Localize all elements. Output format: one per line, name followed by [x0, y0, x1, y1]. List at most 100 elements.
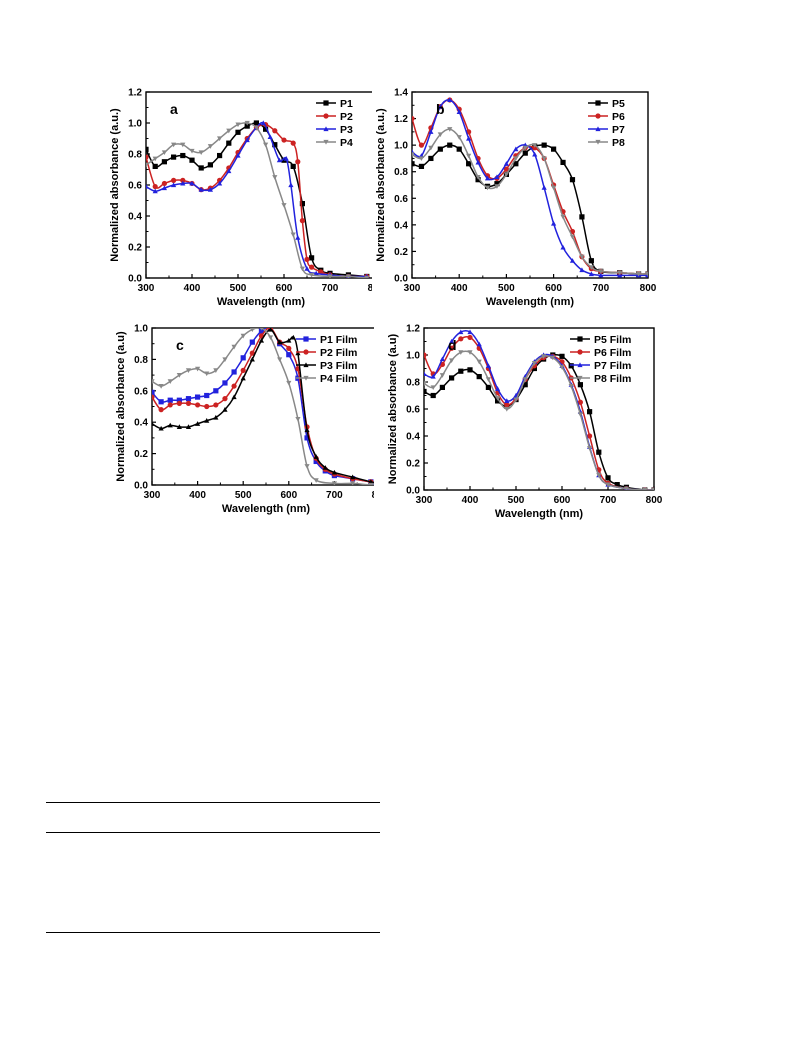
data-point — [418, 163, 425, 169]
data-point — [304, 427, 310, 433]
data-point — [158, 407, 164, 413]
data-point — [213, 368, 219, 373]
y-tick-label: 0.6 — [128, 181, 142, 192]
data-point — [467, 334, 473, 341]
y-tick-label: 0.2 — [406, 459, 420, 470]
data-point — [226, 140, 232, 146]
data-point — [449, 338, 455, 344]
legend-marker — [303, 362, 309, 368]
panel-label: d — [448, 337, 457, 353]
legend-entry: P1 Film — [296, 334, 357, 346]
data-point — [645, 271, 648, 277]
x-tick-label: 400 — [451, 283, 468, 294]
data-point — [171, 142, 177, 148]
data-point — [350, 474, 356, 480]
data-point — [249, 356, 255, 362]
data-point — [180, 180, 186, 186]
legend-label: P1 — [340, 98, 353, 110]
data-point — [458, 368, 464, 374]
data-point — [235, 129, 241, 135]
series-p3 — [146, 120, 370, 278]
data-point — [217, 180, 223, 186]
data-point — [522, 382, 528, 388]
data-point — [217, 136, 223, 142]
data-point — [635, 271, 642, 277]
legend-label: P6 Film — [594, 347, 631, 359]
series-line — [412, 144, 648, 275]
data-point — [467, 367, 473, 373]
data-point — [569, 258, 576, 263]
data-point — [430, 392, 436, 399]
legend-marker — [323, 126, 329, 132]
data-point — [541, 185, 547, 190]
series-p8 — [412, 127, 648, 277]
legend-marker — [323, 113, 329, 119]
data-point — [368, 482, 374, 485]
data-point — [176, 373, 182, 378]
data-point — [466, 153, 472, 159]
legend-entry: P7 Film — [570, 360, 631, 372]
data-point — [447, 142, 453, 148]
x-tick-label: 600 — [554, 495, 571, 506]
data-point — [304, 435, 310, 441]
data-point — [569, 177, 576, 183]
panel-label: b — [436, 101, 445, 117]
data-point — [588, 271, 594, 277]
data-point — [494, 181, 500, 187]
data-point — [449, 345, 455, 351]
data-point — [313, 454, 319, 459]
data-point — [364, 275, 370, 278]
data-point — [551, 146, 557, 152]
data-point — [231, 344, 237, 350]
x-tick-label: 300 — [138, 283, 155, 294]
data-point — [158, 399, 164, 405]
x-tick-label: 800 — [640, 283, 657, 294]
data-point — [309, 272, 315, 278]
data-point — [231, 369, 237, 375]
data-point — [299, 201, 305, 207]
data-point — [418, 156, 425, 162]
data-point — [185, 400, 192, 406]
y-tick-label: 0.8 — [134, 355, 148, 366]
y-axis-title: Normalized absorbance (a.u) — [387, 333, 399, 484]
x-tick-label: 700 — [592, 283, 609, 294]
legend-marker — [595, 126, 601, 132]
data-point — [513, 397, 519, 403]
data-point — [259, 328, 263, 331]
data-point — [244, 123, 250, 129]
data-point — [167, 402, 173, 408]
data-point — [152, 188, 158, 194]
x-tick-label: 700 — [326, 490, 343, 501]
legend-entry: P8 Film — [570, 373, 631, 385]
data-point — [171, 154, 177, 160]
data-point — [213, 414, 219, 420]
data-point — [272, 142, 278, 148]
data-point — [295, 350, 301, 356]
data-point — [152, 163, 158, 169]
data-point — [439, 384, 445, 390]
panel-label: a — [170, 101, 178, 117]
data-point — [560, 214, 566, 220]
data-point — [299, 266, 305, 272]
data-point — [642, 487, 648, 490]
data-point — [276, 157, 282, 163]
data-point — [424, 371, 427, 376]
data-point — [286, 380, 292, 386]
data-point — [430, 374, 436, 379]
data-point — [195, 402, 201, 408]
data-point — [559, 353, 565, 359]
data-point — [204, 418, 210, 423]
data-point — [240, 375, 246, 381]
data-point — [579, 254, 585, 260]
data-point — [167, 422, 173, 428]
y-tick-label: 1.2 — [406, 324, 420, 335]
data-point — [222, 396, 228, 402]
y-tick-label: 0.0 — [394, 274, 408, 285]
data-point — [286, 352, 292, 358]
legend-entry: P2 Film — [296, 347, 357, 359]
y-tick-label: 1.2 — [394, 114, 408, 125]
y-tick-label: 0.8 — [406, 378, 420, 389]
data-point — [272, 175, 278, 180]
data-point — [222, 407, 228, 412]
data-point — [579, 214, 585, 220]
